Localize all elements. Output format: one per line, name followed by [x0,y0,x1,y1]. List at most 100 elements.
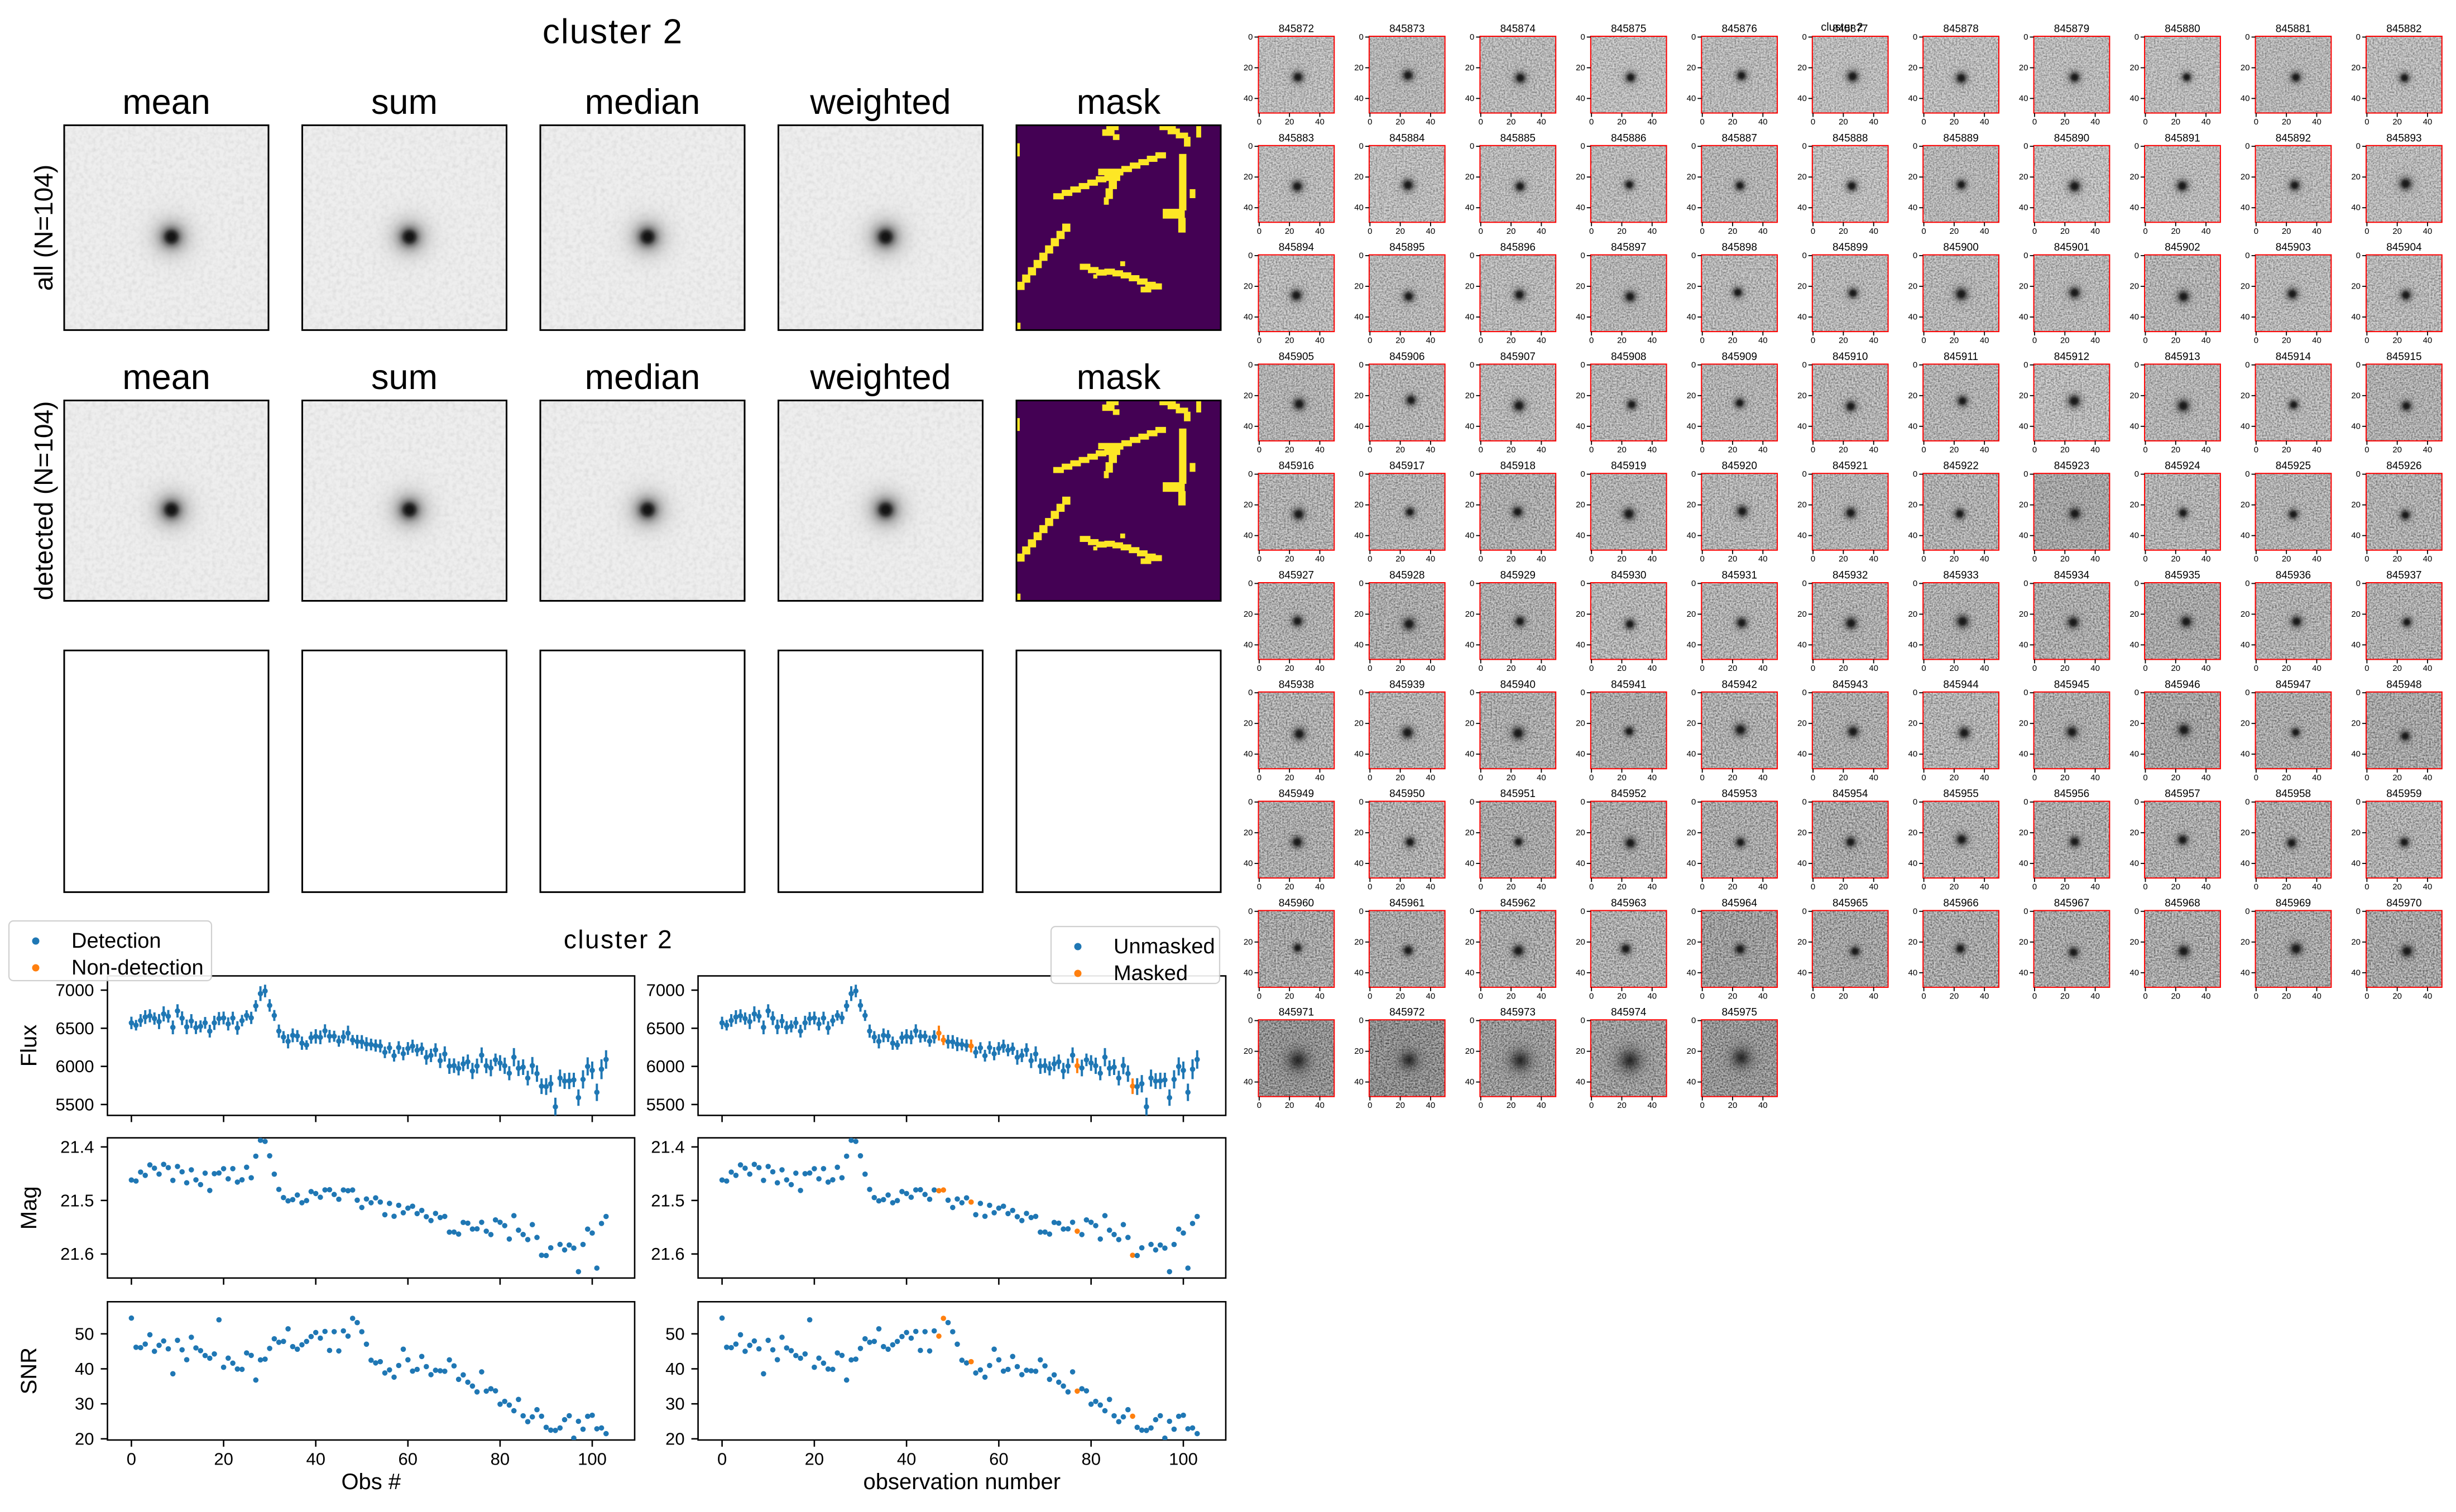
svg-text:20: 20 [1728,445,1738,454]
svg-text:845969: 845969 [2276,897,2311,909]
svg-text:40: 40 [1537,554,1546,564]
svg-text:20: 20 [2351,937,2361,947]
svg-text:20: 20 [1244,282,1253,291]
svg-text:845942: 845942 [1721,679,1757,690]
svg-text:40: 40 [2241,203,2250,213]
svg-text:0: 0 [1921,336,1926,345]
svg-text:40: 40 [2423,991,2433,1001]
svg-text:0: 0 [127,1449,136,1469]
svg-text:40: 40 [1647,117,1657,127]
svg-text:845918: 845918 [1500,460,1536,472]
svg-text:40: 40 [1426,664,1436,673]
svg-text:845938: 845938 [1279,679,1314,690]
svg-text:40: 40 [1537,1101,1546,1110]
svg-text:845906: 845906 [1389,351,1424,363]
svg-text:20: 20 [1576,172,1585,182]
svg-text:0: 0 [1802,32,1806,42]
svg-text:20: 20 [1908,937,1918,947]
svg-text:0: 0 [1470,32,1474,42]
svg-text:mean: mean [122,358,210,397]
svg-text:0: 0 [2245,251,2249,261]
svg-text:20: 20 [1797,63,1807,73]
svg-text:40: 40 [1576,313,1585,322]
svg-text:20: 20 [1285,882,1294,892]
svg-text:40: 40 [1537,664,1546,673]
svg-text:845926: 845926 [2386,460,2421,472]
svg-text:20: 20 [1839,117,1848,127]
svg-text:0: 0 [2356,142,2361,151]
svg-text:845933: 845933 [1943,570,1978,582]
svg-text:20: 20 [1507,445,1516,454]
svg-text:0: 0 [2143,445,2147,454]
svg-text:40: 40 [1537,882,1546,892]
svg-text:40: 40 [1687,750,1696,759]
svg-text:845923: 845923 [2054,460,2089,472]
svg-text:845872: 845872 [1279,23,1314,35]
svg-text:40: 40 [1315,664,1325,673]
svg-text:40: 40 [2090,117,2100,127]
svg-text:40: 40 [2201,227,2211,236]
svg-text:20: 20 [2019,609,2028,619]
svg-text:20: 20 [1576,719,1585,728]
svg-text:40: 40 [1980,882,1989,892]
svg-text:845927: 845927 [1279,570,1314,582]
svg-text:0: 0 [1802,142,1806,151]
svg-text:20: 20 [2019,391,2028,400]
svg-text:0: 0 [1580,32,1585,42]
svg-text:845932: 845932 [1833,570,1868,582]
svg-text:40: 40 [2090,336,2100,345]
svg-text:6000: 6000 [646,1057,685,1076]
svg-text:20: 20 [1908,63,1918,73]
svg-text:845902: 845902 [2165,242,2200,253]
svg-text:845900: 845900 [1943,242,1978,253]
svg-text:0: 0 [1589,117,1594,127]
svg-text:845897: 845897 [1611,242,1646,253]
svg-text:0: 0 [2356,251,2361,261]
svg-text:0: 0 [2032,991,2037,1001]
svg-text:40: 40 [2423,664,2433,673]
svg-text:cluster 2: cluster 2 [564,925,673,954]
svg-text:0: 0 [2356,469,2361,479]
svg-text:20: 20 [1576,282,1585,291]
svg-text:0: 0 [1470,469,1474,479]
svg-text:0: 0 [1802,688,1806,698]
svg-text:20: 20 [1395,117,1405,127]
svg-text:40: 40 [1758,882,1768,892]
svg-text:20: 20 [2392,336,2402,345]
svg-text:20: 20 [2129,500,2139,510]
svg-text:845905: 845905 [1279,351,1314,363]
svg-text:20: 20 [2282,664,2291,673]
svg-text:20: 20 [1285,336,1294,345]
svg-text:0: 0 [1700,773,1705,783]
svg-text:40: 40 [1354,94,1364,103]
svg-text:40: 40 [2090,664,2100,673]
svg-text:0: 0 [2032,554,2037,564]
svg-text:0: 0 [1921,117,1926,127]
svg-text:40: 40 [1908,94,1918,103]
svg-text:20: 20 [2351,63,2361,73]
svg-text:20: 20 [1797,391,1807,400]
svg-text:40: 40 [1426,773,1436,783]
svg-text:845887: 845887 [1721,132,1757,144]
svg-text:20: 20 [1395,336,1405,345]
svg-text:20: 20 [1950,554,1959,564]
svg-text:40: 40 [1576,203,1585,213]
svg-text:0: 0 [1913,906,1917,916]
svg-text:845945: 845945 [2054,679,2089,690]
svg-text:0: 0 [1913,798,1917,807]
svg-text:845901: 845901 [2054,242,2089,253]
svg-text:0: 0 [1368,554,1372,564]
svg-text:40: 40 [2351,203,2361,213]
svg-text:0: 0 [1359,469,1364,479]
svg-text:Masked: Masked [1114,962,1188,985]
svg-text:weighted: weighted [809,83,951,122]
svg-text:0: 0 [2032,664,2037,673]
svg-text:20: 20 [1687,63,1696,73]
svg-text:40: 40 [2019,421,2028,431]
svg-text:40: 40 [1354,203,1364,213]
svg-text:20: 20 [2129,937,2139,947]
svg-text:40: 40 [1354,421,1364,431]
svg-text:0: 0 [1802,798,1806,807]
svg-text:20: 20 [1244,391,1253,400]
svg-text:20: 20 [2241,937,2250,947]
